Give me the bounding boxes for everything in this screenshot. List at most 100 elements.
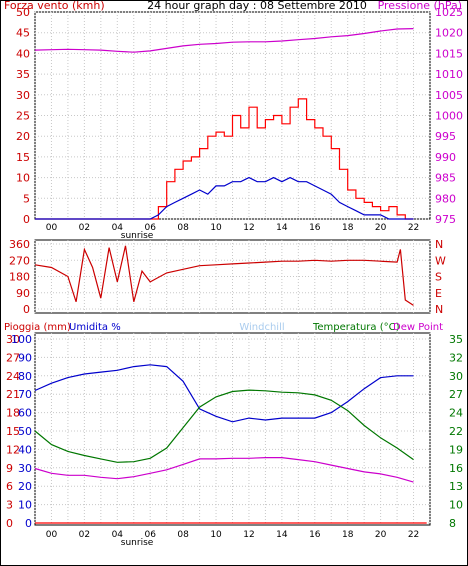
x-tick-label: 18 bbox=[342, 530, 354, 540]
y-tick-label: 45 bbox=[16, 27, 30, 40]
compass-tick-label: N bbox=[435, 303, 443, 316]
temperature-tick-label: 19 bbox=[449, 443, 463, 456]
y-tick-label: 0 bbox=[23, 303, 30, 316]
series-line-media bbox=[35, 176, 414, 220]
rain-tick-label: 6 bbox=[6, 480, 13, 493]
series-line-dew-point bbox=[34, 457, 414, 483]
y-tick-label: 1010 bbox=[435, 68, 463, 81]
y-tick-label: 20 bbox=[16, 130, 30, 143]
y-tick-label: 985 bbox=[435, 172, 456, 185]
x-tick-label: 08 bbox=[177, 223, 189, 233]
x-tick-label: 22 bbox=[408, 530, 419, 540]
temperature-tick-label: 24 bbox=[449, 407, 463, 420]
temperature-tick-label: 16 bbox=[449, 462, 463, 475]
rain-tick-label: 0 bbox=[6, 517, 13, 530]
humidity-axis-label: Umidita % bbox=[69, 322, 121, 333]
y-tick-label: 5 bbox=[23, 192, 30, 205]
temperature-tick-label: 35 bbox=[449, 333, 463, 346]
y-tick-label: 270 bbox=[9, 254, 30, 267]
x-tick-label: 08 bbox=[177, 530, 189, 540]
dewpoint-label: Dew Point bbox=[393, 322, 443, 333]
direction-series bbox=[34, 245, 414, 306]
temperature-tick-label: 10 bbox=[449, 499, 463, 512]
temperature-tick-label: 32 bbox=[449, 351, 463, 364]
y-tick-label: 35 bbox=[16, 68, 30, 81]
x-tick-label: 16 bbox=[309, 223, 321, 233]
rain-tick-label: 12 bbox=[6, 443, 20, 456]
humidity-tick-label: 60 bbox=[18, 407, 32, 420]
rain-tick-label: 3 bbox=[6, 499, 13, 512]
rain-tick-label: 15 bbox=[6, 425, 20, 438]
x-tick-label: 02 bbox=[79, 223, 90, 233]
wind-axis-label: Forza vento (kmh) bbox=[4, 0, 105, 12]
direction-grid bbox=[34, 240, 431, 313]
humidity-tick-label: 100 bbox=[11, 333, 32, 346]
rain-tick-label: 9 bbox=[6, 462, 13, 475]
wind-x-axis: 00 02 04 06 08 10 12 14 16 18 20 22 bbox=[46, 223, 420, 233]
wind-left-axis: 0 5 10 15 20 25 30 35 40 45 50 bbox=[16, 6, 30, 226]
x-tick-label: 10 bbox=[210, 530, 222, 540]
x-tick-label: 22 bbox=[408, 223, 419, 233]
rain-tick-label: 27 bbox=[6, 351, 20, 364]
humidity-tick-label: 70 bbox=[18, 388, 32, 401]
y-tick-label: 15 bbox=[16, 151, 30, 164]
y-tick-label: 360 bbox=[9, 238, 30, 251]
humidity-tick-label: 50 bbox=[18, 425, 32, 438]
x-tick-label: 04 bbox=[112, 530, 124, 540]
direction-left-axis: 0 90 180 270 360 bbox=[9, 238, 30, 316]
rain-tick-label: 21 bbox=[6, 388, 20, 401]
x-tick-label: 06 bbox=[144, 223, 156, 233]
compass-tick-label: W bbox=[435, 254, 446, 267]
y-tick-label: 995 bbox=[435, 130, 456, 143]
y-tick-label: 50 bbox=[16, 6, 30, 19]
rain-tick-label: 24 bbox=[6, 370, 20, 383]
x-tick-label: 12 bbox=[243, 530, 254, 540]
pressure-axis-label: Pressione (hPa) bbox=[378, 0, 462, 12]
sunrise-label-bottom: sunrise bbox=[121, 538, 154, 548]
windchill-label: Windchill bbox=[239, 322, 284, 333]
compass-tick-label: S bbox=[435, 271, 442, 284]
temperature-tick-label: 8 bbox=[449, 517, 456, 530]
y-tick-label: 1025 bbox=[435, 6, 463, 19]
y-tick-label: 980 bbox=[435, 192, 456, 205]
y-tick-label: 0 bbox=[23, 213, 30, 226]
temperature-tick-label: 27 bbox=[449, 388, 463, 401]
x-tick-label: 14 bbox=[276, 223, 288, 233]
x-tick-label: 00 bbox=[46, 530, 58, 540]
humidity-tick-label: 90 bbox=[18, 351, 32, 364]
sunrise-label-top: sunrise bbox=[121, 231, 154, 241]
temperature-grid bbox=[34, 333, 431, 525]
y-tick-label: 990 bbox=[435, 151, 456, 164]
x-tick-label: 06 bbox=[144, 530, 156, 540]
y-tick-label: 25 bbox=[16, 110, 30, 123]
x-tick-label: 04 bbox=[112, 223, 124, 233]
y-tick-label: 30 bbox=[16, 89, 30, 102]
humidity-tick-label: 80 bbox=[18, 370, 32, 383]
humidity-tick-label: 0 bbox=[25, 517, 32, 530]
wind-series bbox=[34, 28, 414, 220]
pressure-right-axis: 975 980 985 990 995 1000 1005 1010 1015 1020 1025 bbox=[435, 6, 463, 226]
temperature-axis: 8 10 13 16 19 22 24 27 30 32 35 bbox=[449, 333, 463, 530]
rain-axis-label: Pioggia (mm) bbox=[4, 322, 71, 333]
temperature-series bbox=[34, 364, 427, 524]
humidity-tick-label: 20 bbox=[18, 480, 32, 493]
x-tick-label: 10 bbox=[210, 223, 222, 233]
y-tick-label: 90 bbox=[16, 287, 30, 300]
compass-tick-label: N bbox=[435, 238, 443, 251]
x-tick-label: 20 bbox=[375, 530, 387, 540]
series-line-temperatura bbox=[34, 389, 414, 463]
x-tick-label: 00 bbox=[46, 223, 58, 233]
y-tick-label: 40 bbox=[16, 47, 30, 60]
series-line-direzione-vento bbox=[34, 245, 414, 306]
x-tick-label: 20 bbox=[375, 223, 387, 233]
y-tick-label: 1005 bbox=[435, 89, 463, 102]
x-tick-label: 18 bbox=[342, 223, 354, 233]
humidity-tick-label: 10 bbox=[18, 499, 32, 512]
series-line-pressione bbox=[34, 28, 414, 53]
humidity-tick-label: 30 bbox=[18, 462, 32, 475]
temperature-x-axis: 00 02 04 06 08 10 12 14 16 18 20 22 bbox=[46, 530, 420, 540]
temperature-axis-label: Temperatura (°C) bbox=[312, 322, 400, 333]
graph-title: 24 hour graph day : 08 Settembre 2010 bbox=[147, 0, 367, 12]
